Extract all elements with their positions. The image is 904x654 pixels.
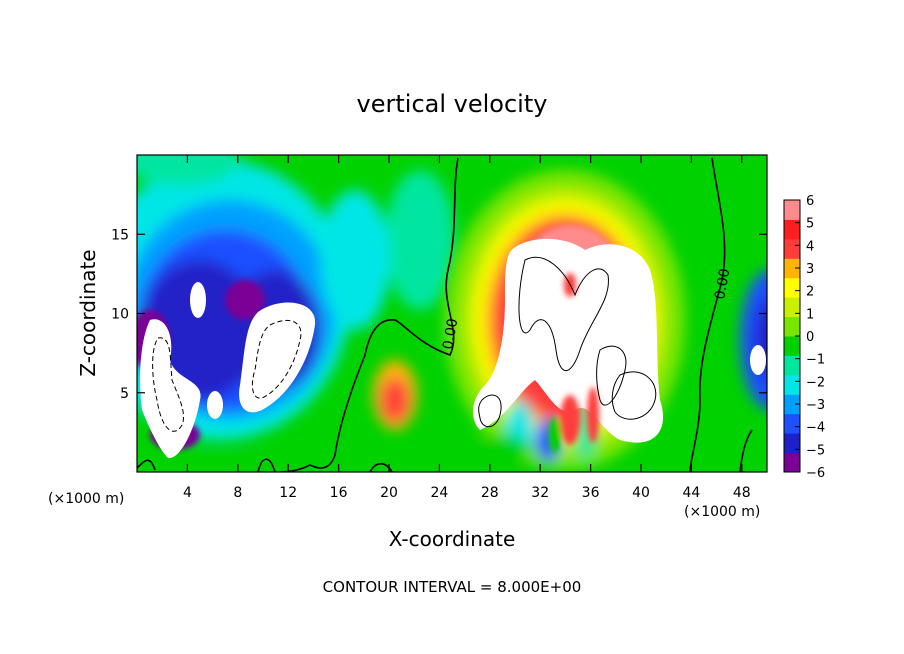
x-tick-label: 16 xyxy=(330,485,348,501)
colorbar: 6 5 4 3 2 1 0 −1 −2 −3 −4 −5 −6 xyxy=(783,194,825,481)
y-axis: 5 10 15 xyxy=(111,227,767,402)
colorbar-segment xyxy=(784,452,800,473)
colorbar-label: −3 xyxy=(806,398,825,413)
x-tick-label: 4 xyxy=(183,485,192,501)
zero-contour-label: 0.00 xyxy=(712,267,733,300)
x-tick-label: 44 xyxy=(682,485,700,501)
y-tick-label: 5 xyxy=(120,386,129,402)
colorbar-segment xyxy=(784,355,800,376)
colorbar-segment xyxy=(784,394,800,415)
x-tick-label: 28 xyxy=(481,485,499,501)
colorbar-label: −6 xyxy=(806,466,825,481)
colorbar-label: −4 xyxy=(806,421,825,436)
colorbar-label: 0 xyxy=(806,330,814,345)
colorbar-segment xyxy=(784,374,800,395)
x-tick-label: 40 xyxy=(632,485,650,501)
x-tick-label: 20 xyxy=(380,485,398,501)
x-axis-title: X-coordinate xyxy=(389,527,516,551)
colorbar-label: −1 xyxy=(806,353,825,368)
chart-title: vertical velocity xyxy=(357,90,548,118)
x-tick-label: 48 xyxy=(733,485,751,501)
colorbar-label: 5 xyxy=(806,217,814,232)
x-unit-right: (×1000 m) xyxy=(684,504,760,520)
velocity-field: 0.00 0.00 xyxy=(137,155,767,472)
y-tick-label: 10 xyxy=(111,307,129,323)
colorbar-label: 4 xyxy=(806,239,814,254)
colorbar-segment xyxy=(784,258,800,279)
y-axis-title: Z-coordinate xyxy=(76,249,100,376)
x-unit-left: (×1000 m) xyxy=(48,491,124,507)
x-tick-label: 24 xyxy=(430,485,448,501)
colorbar-label: 3 xyxy=(806,262,814,277)
x-tick-label: 32 xyxy=(531,485,549,501)
colorbar-segment xyxy=(784,277,800,298)
colorbar-segment xyxy=(784,219,800,240)
colorbar-segment xyxy=(784,316,800,337)
contour-interval-note: CONTOUR INTERVAL = 8.000E+00 xyxy=(323,578,582,596)
x-axis: 4 8 12 16 20 24 28 32 36 40 44 48 xyxy=(183,155,751,501)
x-tick-label: 36 xyxy=(582,485,600,501)
colorbar-segment xyxy=(784,413,800,434)
x-tick-label: 12 xyxy=(279,485,297,501)
zero-contour-label: 0.00 xyxy=(440,317,461,350)
colorbar-label: −5 xyxy=(806,443,825,458)
colorbar-label: 2 xyxy=(806,285,814,300)
colorbar-label: 1 xyxy=(806,307,814,322)
colorbar-segment xyxy=(784,238,800,259)
y-tick-label: 15 xyxy=(111,227,129,243)
colorbar-label: 6 xyxy=(806,194,814,209)
colorbar-segment xyxy=(784,433,800,454)
x-tick-label: 8 xyxy=(233,485,242,501)
colorbar-segment xyxy=(784,200,800,220)
colorbar-label: −2 xyxy=(806,375,825,390)
colorbar-segment xyxy=(784,297,800,318)
colorbar-segment xyxy=(784,336,800,356)
